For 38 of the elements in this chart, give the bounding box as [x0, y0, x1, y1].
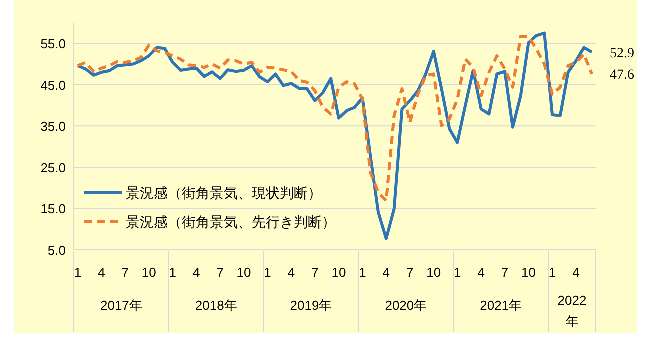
x-tick-label: 7: [216, 265, 224, 280]
x-tick-label: 1: [169, 265, 176, 280]
x-tick-label: 1: [359, 265, 366, 280]
y-tick-label: 35.0: [40, 119, 66, 134]
x-tick-label: 7: [122, 265, 130, 280]
x-tick-label: 4: [288, 265, 296, 280]
x-tick-label: 1: [74, 265, 82, 280]
text: 2019年: [290, 298, 332, 313]
x-tick-label: 10: [522, 265, 536, 280]
x-tick-label: 1: [548, 265, 556, 280]
y-tick-label: 45.0: [40, 78, 66, 93]
x-tick-label: 4: [192, 265, 200, 280]
x-tick-label: 1: [264, 265, 272, 280]
x-tick-label: 4: [572, 265, 580, 280]
x-tick-label: 10: [332, 265, 346, 280]
x-tick-label: 1: [454, 265, 462, 280]
x-tick-label: 4: [98, 265, 106, 280]
y-tick-label: 55.0: [40, 36, 66, 52]
legend-label: 景況感（街角景気、現状判断）: [126, 185, 322, 201]
y-tick-label: 25.0: [40, 160, 66, 176]
y-tick-label: 15.0: [40, 202, 66, 217]
data-label: 47.6: [610, 68, 634, 84]
text: 2021年: [480, 298, 522, 313]
legend-label: 景況感（街角景気、先行き判断）: [126, 214, 336, 230]
x-tick-label: 7: [501, 265, 509, 280]
x-tick-label: 10: [142, 265, 156, 280]
text: 2018年: [195, 298, 238, 313]
data-label: 52.9: [610, 46, 634, 62]
text: 2022年: [558, 293, 587, 329]
x-tick-label: 4: [478, 265, 485, 280]
text: 2020年: [385, 298, 428, 313]
x-tick-label: 10: [236, 265, 252, 280]
x-tick-label: 4: [382, 265, 390, 280]
text: 2017年: [100, 298, 142, 313]
x-tick-label: 7: [406, 265, 414, 280]
y-tick-label: 5.0: [48, 243, 66, 258]
x-tick-label: 10: [426, 265, 442, 280]
x-tick-label: 7: [312, 265, 319, 280]
